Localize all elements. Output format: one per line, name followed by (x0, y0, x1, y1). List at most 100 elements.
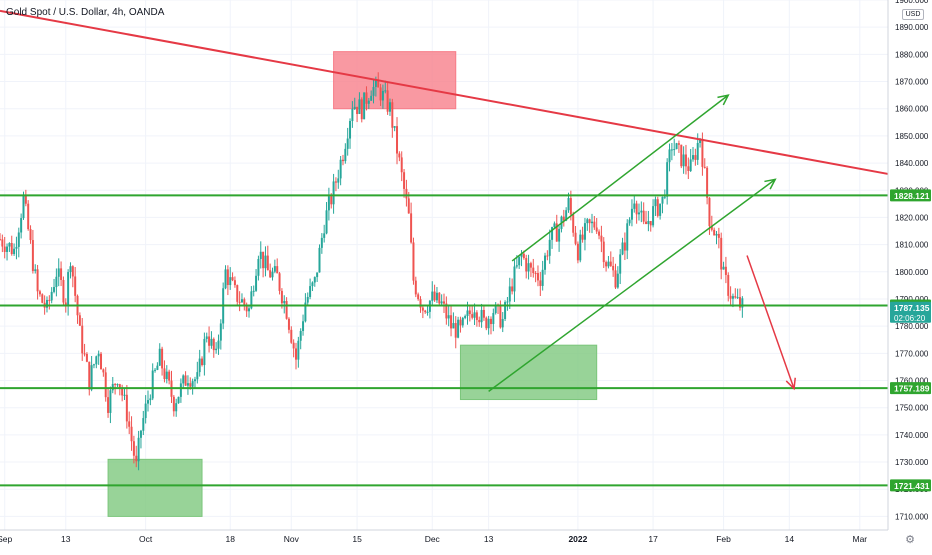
candle-body (15, 246, 18, 249)
current-price-badge[interactable] (890, 301, 931, 323)
trendline-projection[interactable] (746, 255, 795, 389)
candle-body (661, 196, 664, 204)
y-tick-label: 1740.000 (895, 431, 929, 440)
candle-body (595, 227, 598, 232)
trendline-descending-resistance[interactable] (0, 9, 889, 175)
candle-body (720, 237, 723, 270)
y-tick-label: 1840.000 (895, 159, 929, 168)
candle-body (334, 181, 337, 183)
candle-body (349, 120, 352, 139)
candle-body (55, 276, 58, 288)
trendline-channel-upper[interactable] (511, 94, 729, 262)
candle-body (292, 342, 295, 349)
candle-body (605, 262, 608, 267)
gear-icon[interactable]: ⚙ (905, 534, 915, 546)
x-tick-label: Nov (284, 534, 300, 544)
candle-body (600, 235, 603, 242)
candle-body (710, 226, 713, 230)
candle-body (511, 286, 514, 292)
candle-body (208, 336, 211, 346)
candle-body (351, 108, 354, 121)
candle-body (226, 269, 229, 286)
level-price-badge[interactable] (890, 189, 931, 202)
candle-body (445, 303, 448, 319)
support-zone-dec[interactable] (459, 344, 598, 401)
candle-body (576, 243, 579, 261)
y-tick-label: 1850.000 (895, 132, 929, 141)
y-tick-label: 1820.000 (895, 213, 929, 222)
candle-body (252, 290, 255, 292)
current-price-label: 1787.135 (894, 303, 930, 313)
currency-badge[interactable]: USD (902, 9, 924, 20)
candle-body (255, 275, 258, 291)
candle-body (64, 302, 67, 306)
candle-body (673, 149, 676, 151)
candle-body (386, 90, 389, 112)
candle-body (259, 251, 262, 260)
candle-body (60, 268, 63, 281)
candle-body (400, 157, 403, 173)
candle-body (593, 221, 596, 228)
candle-body (309, 286, 312, 298)
candle-body (494, 304, 497, 313)
candle-body (356, 106, 359, 114)
candle-body (88, 361, 91, 390)
candle-body (97, 353, 100, 357)
candle-body (325, 210, 328, 234)
candle-body (34, 269, 37, 271)
candle-body (471, 314, 474, 318)
candle-body (569, 198, 572, 215)
candle-body (360, 99, 363, 120)
candle-body (156, 365, 159, 370)
candle-body (529, 263, 532, 268)
candle-body (649, 221, 652, 226)
y-tick-label: 1810.000 (895, 241, 929, 250)
candle-body (45, 299, 48, 308)
candle-body (233, 280, 236, 286)
candle-body (689, 159, 692, 171)
price-axis-panel[interactable] (888, 0, 932, 550)
y-tick-label: 1760.000 (895, 377, 929, 386)
candle-body (17, 232, 20, 247)
candle-body (492, 312, 495, 325)
candle-body (257, 259, 260, 276)
candle-body (527, 263, 530, 272)
candle-body (739, 297, 741, 308)
candle-body (316, 272, 319, 278)
candle-body (114, 383, 117, 385)
candle-body (553, 223, 556, 228)
x-tick-label: 13 (61, 534, 71, 544)
candle-body (196, 372, 199, 380)
candle-body (555, 223, 558, 242)
candle-body (541, 269, 544, 286)
x-tick-label: 2022 (568, 534, 587, 544)
level-price-badge[interactable] (890, 382, 931, 395)
candle-body (240, 299, 243, 303)
candle-body (562, 216, 565, 221)
candle-body (295, 348, 297, 360)
candle-body (741, 298, 744, 308)
level-price-badge-label: 1757.189 (894, 384, 930, 394)
y-tick-label: 1890.000 (895, 23, 929, 32)
support-zone-oct[interactable] (107, 458, 203, 517)
candle-body (139, 430, 142, 438)
candle-body (536, 273, 539, 281)
candle-body (304, 302, 307, 322)
candle-body (694, 155, 697, 160)
candle-body (713, 229, 716, 236)
candle-body (440, 301, 443, 304)
candle-body (398, 153, 401, 158)
candle-body (727, 274, 730, 296)
level-price-badge[interactable] (890, 479, 931, 492)
trendline-channel-lower[interactable] (488, 178, 776, 392)
resistance-zone[interactable] (333, 51, 457, 110)
x-tick-label: 14 (785, 534, 795, 544)
candle-body (142, 418, 145, 431)
candle-body (344, 148, 347, 162)
candle-body (482, 309, 485, 318)
candle-body (506, 301, 509, 303)
candle-body (374, 79, 377, 87)
candle-body (320, 237, 323, 248)
